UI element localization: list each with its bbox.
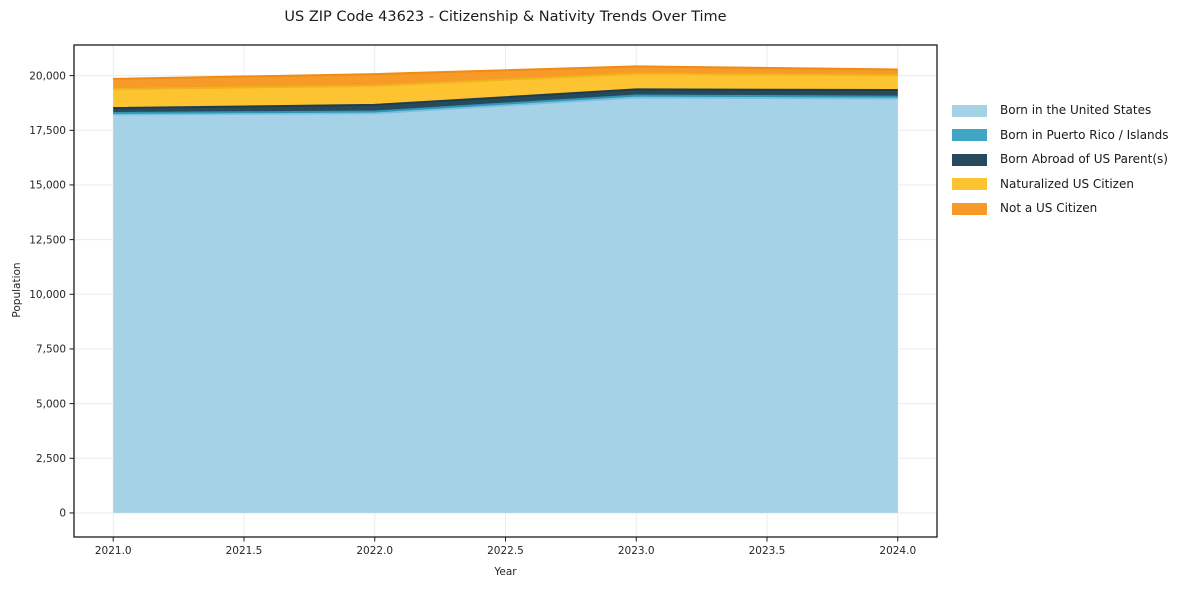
legend-item: Born Abroad of US Parent(s)	[952, 153, 1169, 166]
edge-1	[113, 96, 898, 116]
edge-4	[113, 72, 898, 90]
edge-2	[113, 94, 898, 114]
legend-swatch	[952, 202, 987, 215]
legend-item: Naturalized US Citizen	[952, 176, 1169, 191]
legend-swatch	[952, 104, 987, 117]
axis-ticks: 0 2,500 5,000 7,500 10,000 12,500 15,000 17,500…	[29, 70, 916, 557]
y-tick-label: 2,500	[36, 453, 66, 465]
legend-swatch	[952, 129, 987, 141]
edge-5	[113, 65, 898, 80]
y-tick-label: 12,500	[29, 234, 66, 246]
legend-label: Born Abroad of US Parent(s)	[1000, 152, 1168, 166]
x-tick-label: 2021.5	[226, 545, 263, 557]
edge-3	[113, 88, 898, 109]
legend-item: Not a US Citizen	[952, 202, 1169, 215]
area-1	[113, 97, 898, 513]
x-tick-label: 2024.0	[879, 545, 916, 557]
y-tick-label: 10,000	[29, 289, 66, 301]
y-tick-label: 5,000	[36, 398, 66, 410]
legend-swatch	[952, 153, 987, 166]
x-axis-label: Year	[494, 566, 517, 578]
legend-label: Born in the United States	[1000, 103, 1152, 117]
y-tick-label: 20,000	[29, 70, 66, 82]
y-tick-label: 7,500	[36, 344, 66, 356]
area-5	[113, 66, 898, 89]
area-edges	[113, 65, 898, 116]
x-tick-label: 2021.0	[95, 545, 132, 557]
x-tick-label: 2023.5	[749, 545, 786, 557]
legend-label: Born in Puerto Rico / Islands	[1000, 127, 1169, 142]
area-4	[113, 73, 898, 108]
chart-title: US ZIP Code 43623 - Citizenship & Nativi…	[284, 9, 727, 25]
x-tick-label: 2022.0	[356, 545, 393, 557]
legend-label: Not a US Citizen	[1000, 201, 1098, 215]
legend-swatch	[952, 178, 987, 190]
y-tick-label: 15,000	[29, 180, 66, 192]
legend: Born in the United States Born in Puerto …	[952, 104, 1169, 227]
y-tick-label: 0	[59, 508, 66, 520]
x-tick-label: 2022.5	[487, 545, 524, 557]
y-axis-label: Population	[11, 262, 23, 318]
legend-item: Born in Puerto Rico / Islands	[952, 127, 1169, 142]
stacked-areas	[113, 66, 898, 513]
x-tick-label: 2023.0	[618, 545, 655, 557]
legend-label: Naturalized US Citizen	[1000, 176, 1134, 191]
legend-item: Born in the United States	[952, 104, 1169, 117]
y-tick-label: 17,500	[29, 125, 66, 137]
